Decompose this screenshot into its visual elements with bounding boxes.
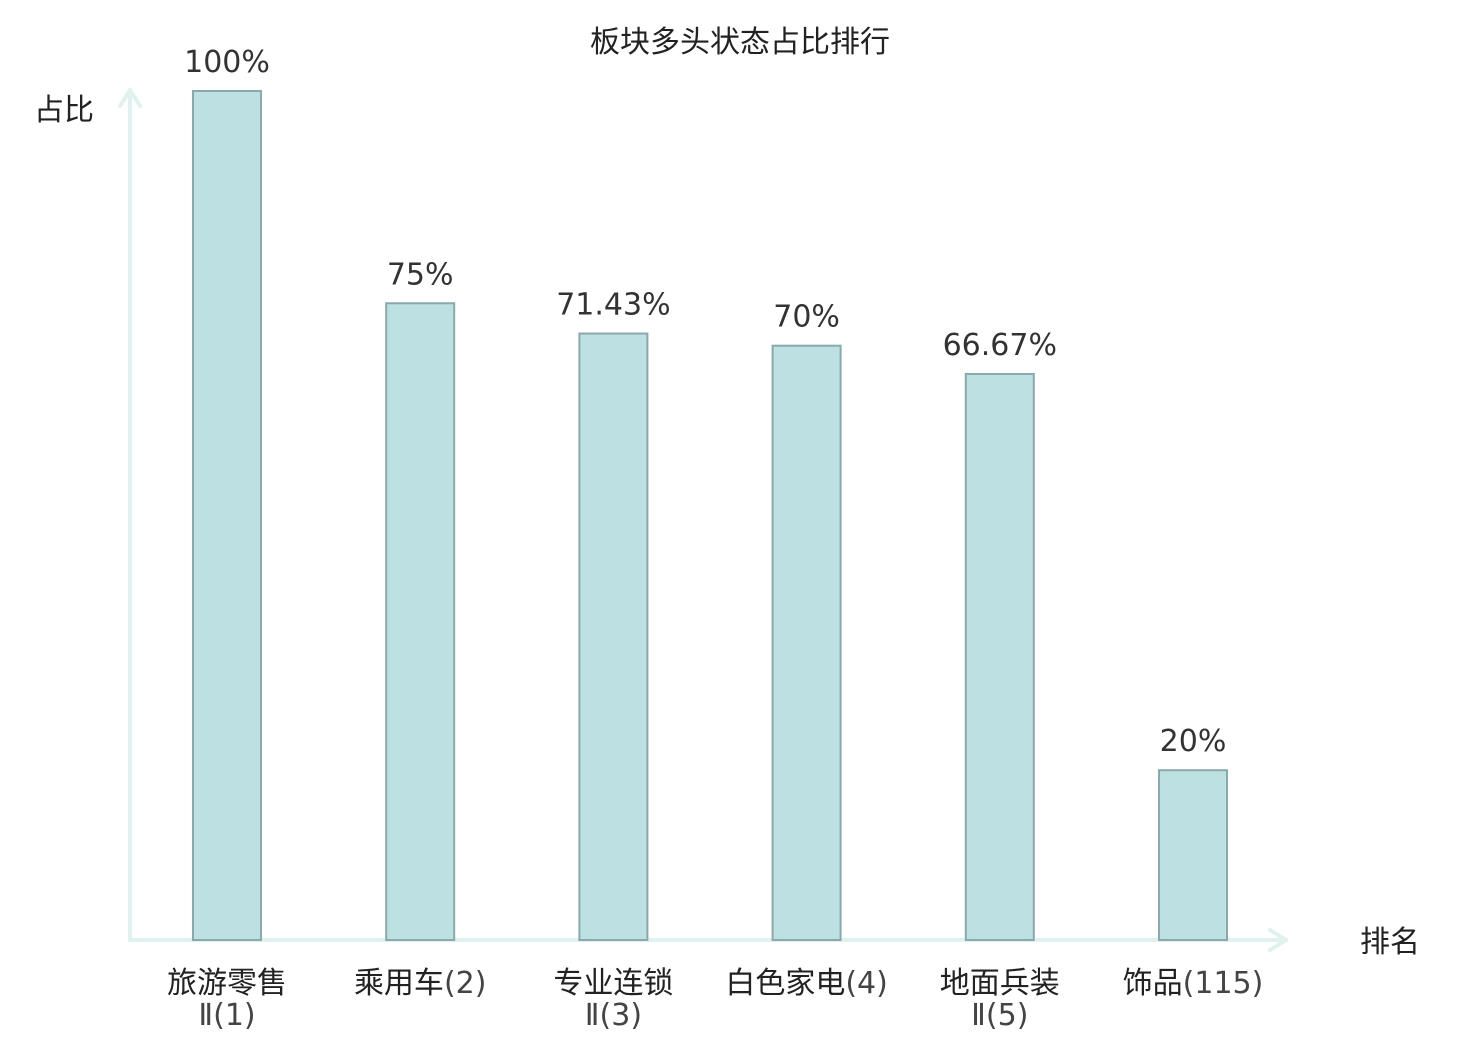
value-label-1: 100% [184,45,270,80]
value-label-2: 75% [387,257,454,292]
bar-1 [192,90,262,941]
category-label-3: 专业连锁 Ⅱ(3) [553,966,673,1033]
bar-4 [771,344,842,941]
category-label-4: 白色家电(4) [725,966,888,1001]
chart-title: 板块多头状态占比排行 [590,25,890,60]
category-name-5: 地面兵装 [940,966,1060,1001]
bar-5 [964,372,1035,942]
x-axis [128,928,1288,952]
value-label-3: 71.43% [556,288,670,323]
bar-series [192,90,1228,942]
x-axis-arrow [1268,928,1288,952]
category-name-1: 旅游零售 [167,966,287,1001]
y-axis-label: 占比 [34,93,94,128]
category-label-1: 旅游零售 Ⅱ(1) [167,966,287,1033]
value-label-4: 70% [773,300,840,335]
value-labels: 100% 75% 71.43% 70% 66.67% 20% [184,45,1226,759]
category-labels: 旅游零售 Ⅱ(1)乘用车(2) 专业连锁 Ⅱ(3)白色家电(4) 地面兵装 Ⅱ(5)饰品(… [167,966,1263,1033]
y-axis-arrow [118,88,142,108]
category-label-6: 饰品(115) [1123,966,1264,1001]
bar-2 [385,302,456,941]
category-name-2: 乘用车 [354,966,444,1001]
category-rank-5: Ⅱ(5) [971,998,1028,1033]
bar-3 [578,332,649,941]
category-label-2: 乘用车(2) [354,966,487,1001]
category-rank-3: Ⅱ(3) [585,998,642,1033]
bar-6 [1158,769,1228,942]
value-label-5: 66.67% [943,328,1057,363]
category-name-6: 饰品 [1123,966,1183,1001]
category-rank-1: Ⅱ(1) [198,998,255,1033]
category-rank-6: (115) [1183,966,1264,1001]
value-label-6: 20% [1160,724,1227,759]
category-name-3: 专业连锁 [553,966,673,1001]
y-axis [118,88,142,942]
x-axis-label: 排名 [1360,925,1420,960]
category-label-5: 地面兵装 Ⅱ(5) [940,966,1060,1033]
category-name-4: 白色家电 [725,966,845,1001]
category-rank-4: (4) [845,966,888,1001]
category-rank-2: (2) [444,966,487,1001]
